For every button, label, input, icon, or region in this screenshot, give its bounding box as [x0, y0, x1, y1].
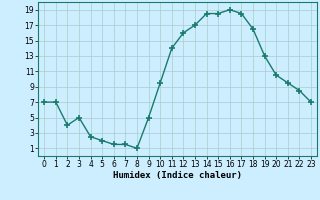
X-axis label: Humidex (Indice chaleur): Humidex (Indice chaleur) — [113, 171, 242, 180]
